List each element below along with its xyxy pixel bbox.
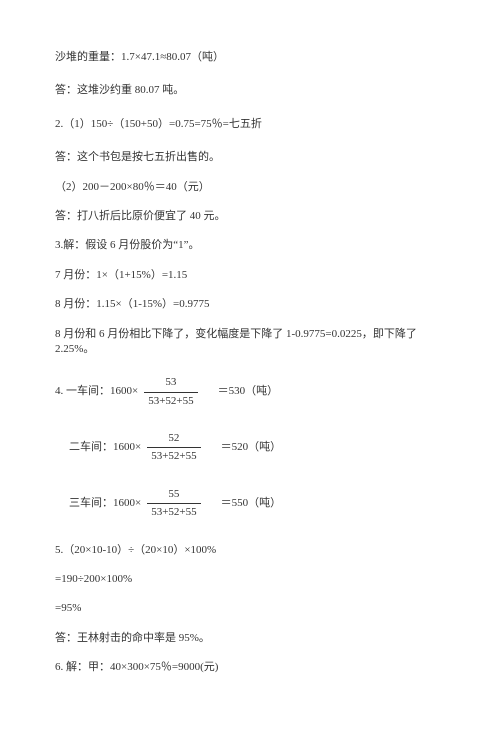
fraction-row: 三车间：1600× 55 53+52+55 ＝550（吨） <box>55 487 445 521</box>
fraction-row: 二车间：1600× 52 53+52+55 ＝520（吨） <box>55 431 445 465</box>
fraction-suffix: ＝550（吨） <box>221 496 282 511</box>
fraction: 55 53+52+55 <box>147 487 200 521</box>
fraction-numerator: 52 <box>147 431 200 448</box>
fraction: 53 53+52+55 <box>144 375 197 409</box>
text-line: 6. 解：甲：40×300×75％=9000(元) <box>55 660 445 675</box>
fraction-suffix: ＝530（吨） <box>218 384 279 399</box>
fraction-prefix: 4. 一车间：1600× <box>55 384 138 399</box>
answer-line: 答：打八折后比原价便宜了 40 元。 <box>55 209 445 224</box>
fraction-denominator: 53+52+55 <box>147 504 200 520</box>
fraction-numerator: 53 <box>144 375 197 392</box>
text-line: 3.解：假设 6 月份股价为“1”。 <box>55 238 445 253</box>
text-line: 8 月份和 6 月份相比下降了，变化幅度是下降了 1-0.9775=0.0225… <box>55 327 445 358</box>
answer-line: 答：这堆沙约重 80.07 吨。 <box>55 83 445 98</box>
fraction-prefix: 三车间：1600× <box>69 496 141 511</box>
fraction-denominator: 53+52+55 <box>144 393 197 409</box>
text-line: =190÷200×100% <box>55 572 445 587</box>
text-line: （2）200－200×80％＝40（元） <box>55 180 445 195</box>
document-page: 沙堆的重量：1.7×47.1≈80.07（吨） 答：这堆沙约重 80.07 吨。… <box>0 0 500 730</box>
text-line: 沙堆的重量：1.7×47.1≈80.07（吨） <box>55 50 445 65</box>
fraction: 52 53+52+55 <box>147 431 200 465</box>
text-line: 7 月份：1×（1+15%）=1.15 <box>55 268 445 283</box>
text-line: 2.（1）150÷（150+50）=0.75=75％=七五折 <box>55 117 445 132</box>
text-line: 8 月份：1.15×（1-15%）=0.9775 <box>55 297 445 312</box>
answer-line: 答：王林射击的命中率是 95%。 <box>55 631 445 646</box>
fraction-prefix: 二车间：1600× <box>69 440 141 455</box>
fraction-denominator: 53+52+55 <box>147 448 200 464</box>
fraction-row: 4. 一车间：1600× 53 53+52+55 ＝530（吨） <box>55 375 445 409</box>
text-line: 5.（20×10-10）÷（20×10）×100% <box>55 543 445 558</box>
fraction-suffix: ＝520（吨） <box>221 440 282 455</box>
fraction-numerator: 55 <box>147 487 200 504</box>
text-line: =95% <box>55 601 445 616</box>
answer-line: 答：这个书包是按七五折出售的。 <box>55 150 445 165</box>
